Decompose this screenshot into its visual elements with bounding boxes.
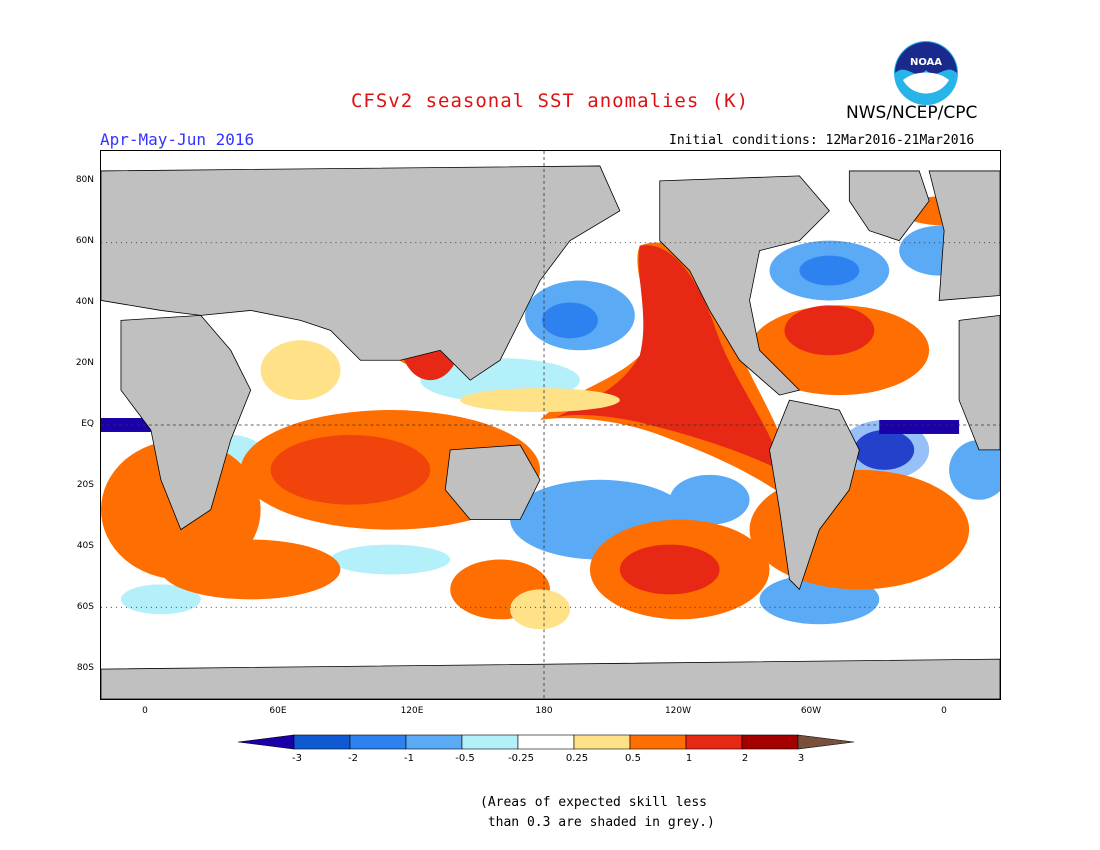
lat-label-80s: 80S [76, 663, 94, 673]
colorbar-segment [293, 734, 351, 750]
lat-label-20s: 20S [76, 480, 94, 490]
lon-label-60w: 60W [800, 706, 822, 716]
colorbar-label: 0.5 [625, 753, 641, 764]
colorbar-label: 1 [685, 753, 693, 764]
lat-label-60s: 60S [76, 602, 94, 612]
logo-text: NOAA [910, 57, 942, 68]
colorbar-label: -0.5 [455, 753, 475, 764]
noaa-logo: NOAA [894, 41, 958, 105]
lat-label-eq: EQ [81, 419, 94, 429]
lon-label-120w: 120W [664, 706, 692, 716]
lat-label-20n: 20N [75, 358, 94, 368]
lat-label-80n: 80N [75, 175, 94, 185]
colorbar-label: 0.25 [565, 753, 589, 764]
colorbar-label: -0.25 [508, 753, 534, 764]
skill-note-line2: than 0.3 are shaded in grey.) [480, 815, 715, 830]
lon-label-0-right: 0 [941, 706, 947, 716]
colorbar-segment [741, 734, 799, 750]
colorbar [238, 734, 855, 750]
initial-conditions-label: Initial conditions: 12Mar2016-21Mar2016 [669, 133, 975, 148]
lat-label-60n: 60N [75, 236, 94, 246]
colorbar-segment [573, 734, 631, 750]
agency-label: NWS/NCEP/CPC [846, 103, 978, 123]
lon-label-60e: 60E [269, 706, 287, 716]
colorbar-segment [238, 734, 295, 750]
lat-label-40n: 40N [75, 297, 94, 307]
colorbar-segment [797, 734, 855, 750]
colorbar-segment [685, 734, 743, 750]
colorbar-segment [349, 734, 407, 750]
colorbar-label: -2 [348, 753, 358, 764]
colorbar-label: -3 [292, 753, 302, 764]
lon-label-0-left: 0 [142, 706, 148, 716]
colorbar-label: -1 [404, 753, 414, 764]
sst-anomaly-map [100, 150, 1001, 700]
colorbar-segment [461, 734, 519, 750]
skill-note: (Areas of expected skill less than 0.3 a… [480, 793, 715, 833]
lon-label-120e: 120E [400, 706, 424, 716]
lat-label-40s: 40S [76, 541, 94, 551]
warm-anomaly-regions [101, 180, 1000, 650]
lon-label-180: 180 [535, 706, 553, 716]
colorbar-label: 2 [741, 753, 749, 764]
map-title: CFSv2 seasonal SST anomalies (K) [350, 90, 750, 112]
colorbar-label: 3 [797, 753, 805, 764]
skill-note-line1: (Areas of expected skill less [480, 795, 707, 810]
colorbar-segment [517, 734, 575, 750]
land-masses [101, 165, 1000, 699]
map-gridlines [101, 151, 1000, 699]
colorbar-segment [629, 734, 687, 750]
season-label: Apr-May-Jun 2016 [100, 130, 255, 149]
colorbar-segment [405, 734, 463, 750]
